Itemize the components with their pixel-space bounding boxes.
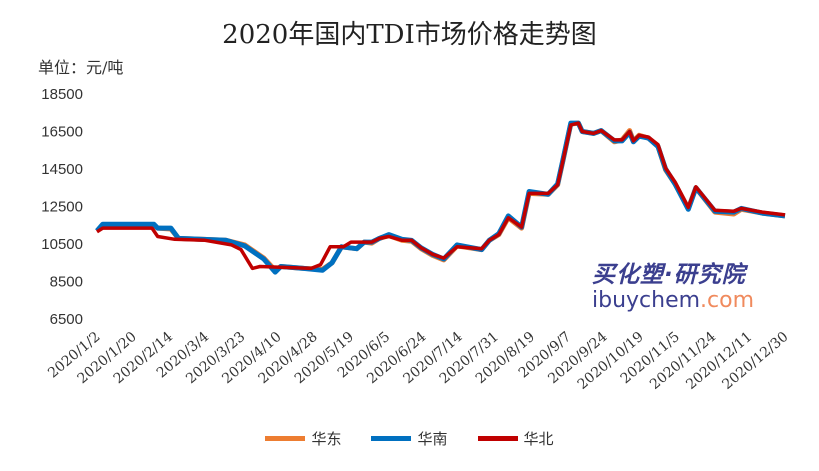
y-tick-label: 12500 xyxy=(41,199,83,216)
y-tick-label: 14500 xyxy=(41,161,83,178)
legend-label: 华北 xyxy=(523,430,554,448)
y-tick-label: 8500 xyxy=(50,274,83,291)
legend-swatch xyxy=(371,436,412,441)
unit-label: 单位：元/吨 xyxy=(38,58,124,77)
watermark-logo: 买化塑·研究院 xyxy=(592,262,746,288)
watermark-domain: ibuychem.com xyxy=(592,288,754,313)
watermark-suffix: .com xyxy=(700,288,755,313)
legend-swatch xyxy=(477,436,518,441)
legend-item: 华南 xyxy=(371,428,448,449)
chart-title: 2020年国内TDI市场价格走势图 xyxy=(222,20,597,50)
legend-label: 华东 xyxy=(311,430,342,448)
series-line-3 xyxy=(96,121,786,271)
legend-label: 华南 xyxy=(417,430,448,448)
y-tick-label: 18500 xyxy=(41,86,83,103)
y-tick-label: 6500 xyxy=(50,311,83,328)
y-tick-label: 16500 xyxy=(41,124,83,141)
legend: 华东 华南 华北 xyxy=(0,428,819,449)
y-tick-label: 10500 xyxy=(41,236,83,253)
legend-swatch xyxy=(265,436,306,441)
legend-item: 华北 xyxy=(477,428,554,449)
watermark-brand: ibuychem xyxy=(592,288,701,313)
legend-item: 华东 xyxy=(265,428,341,449)
